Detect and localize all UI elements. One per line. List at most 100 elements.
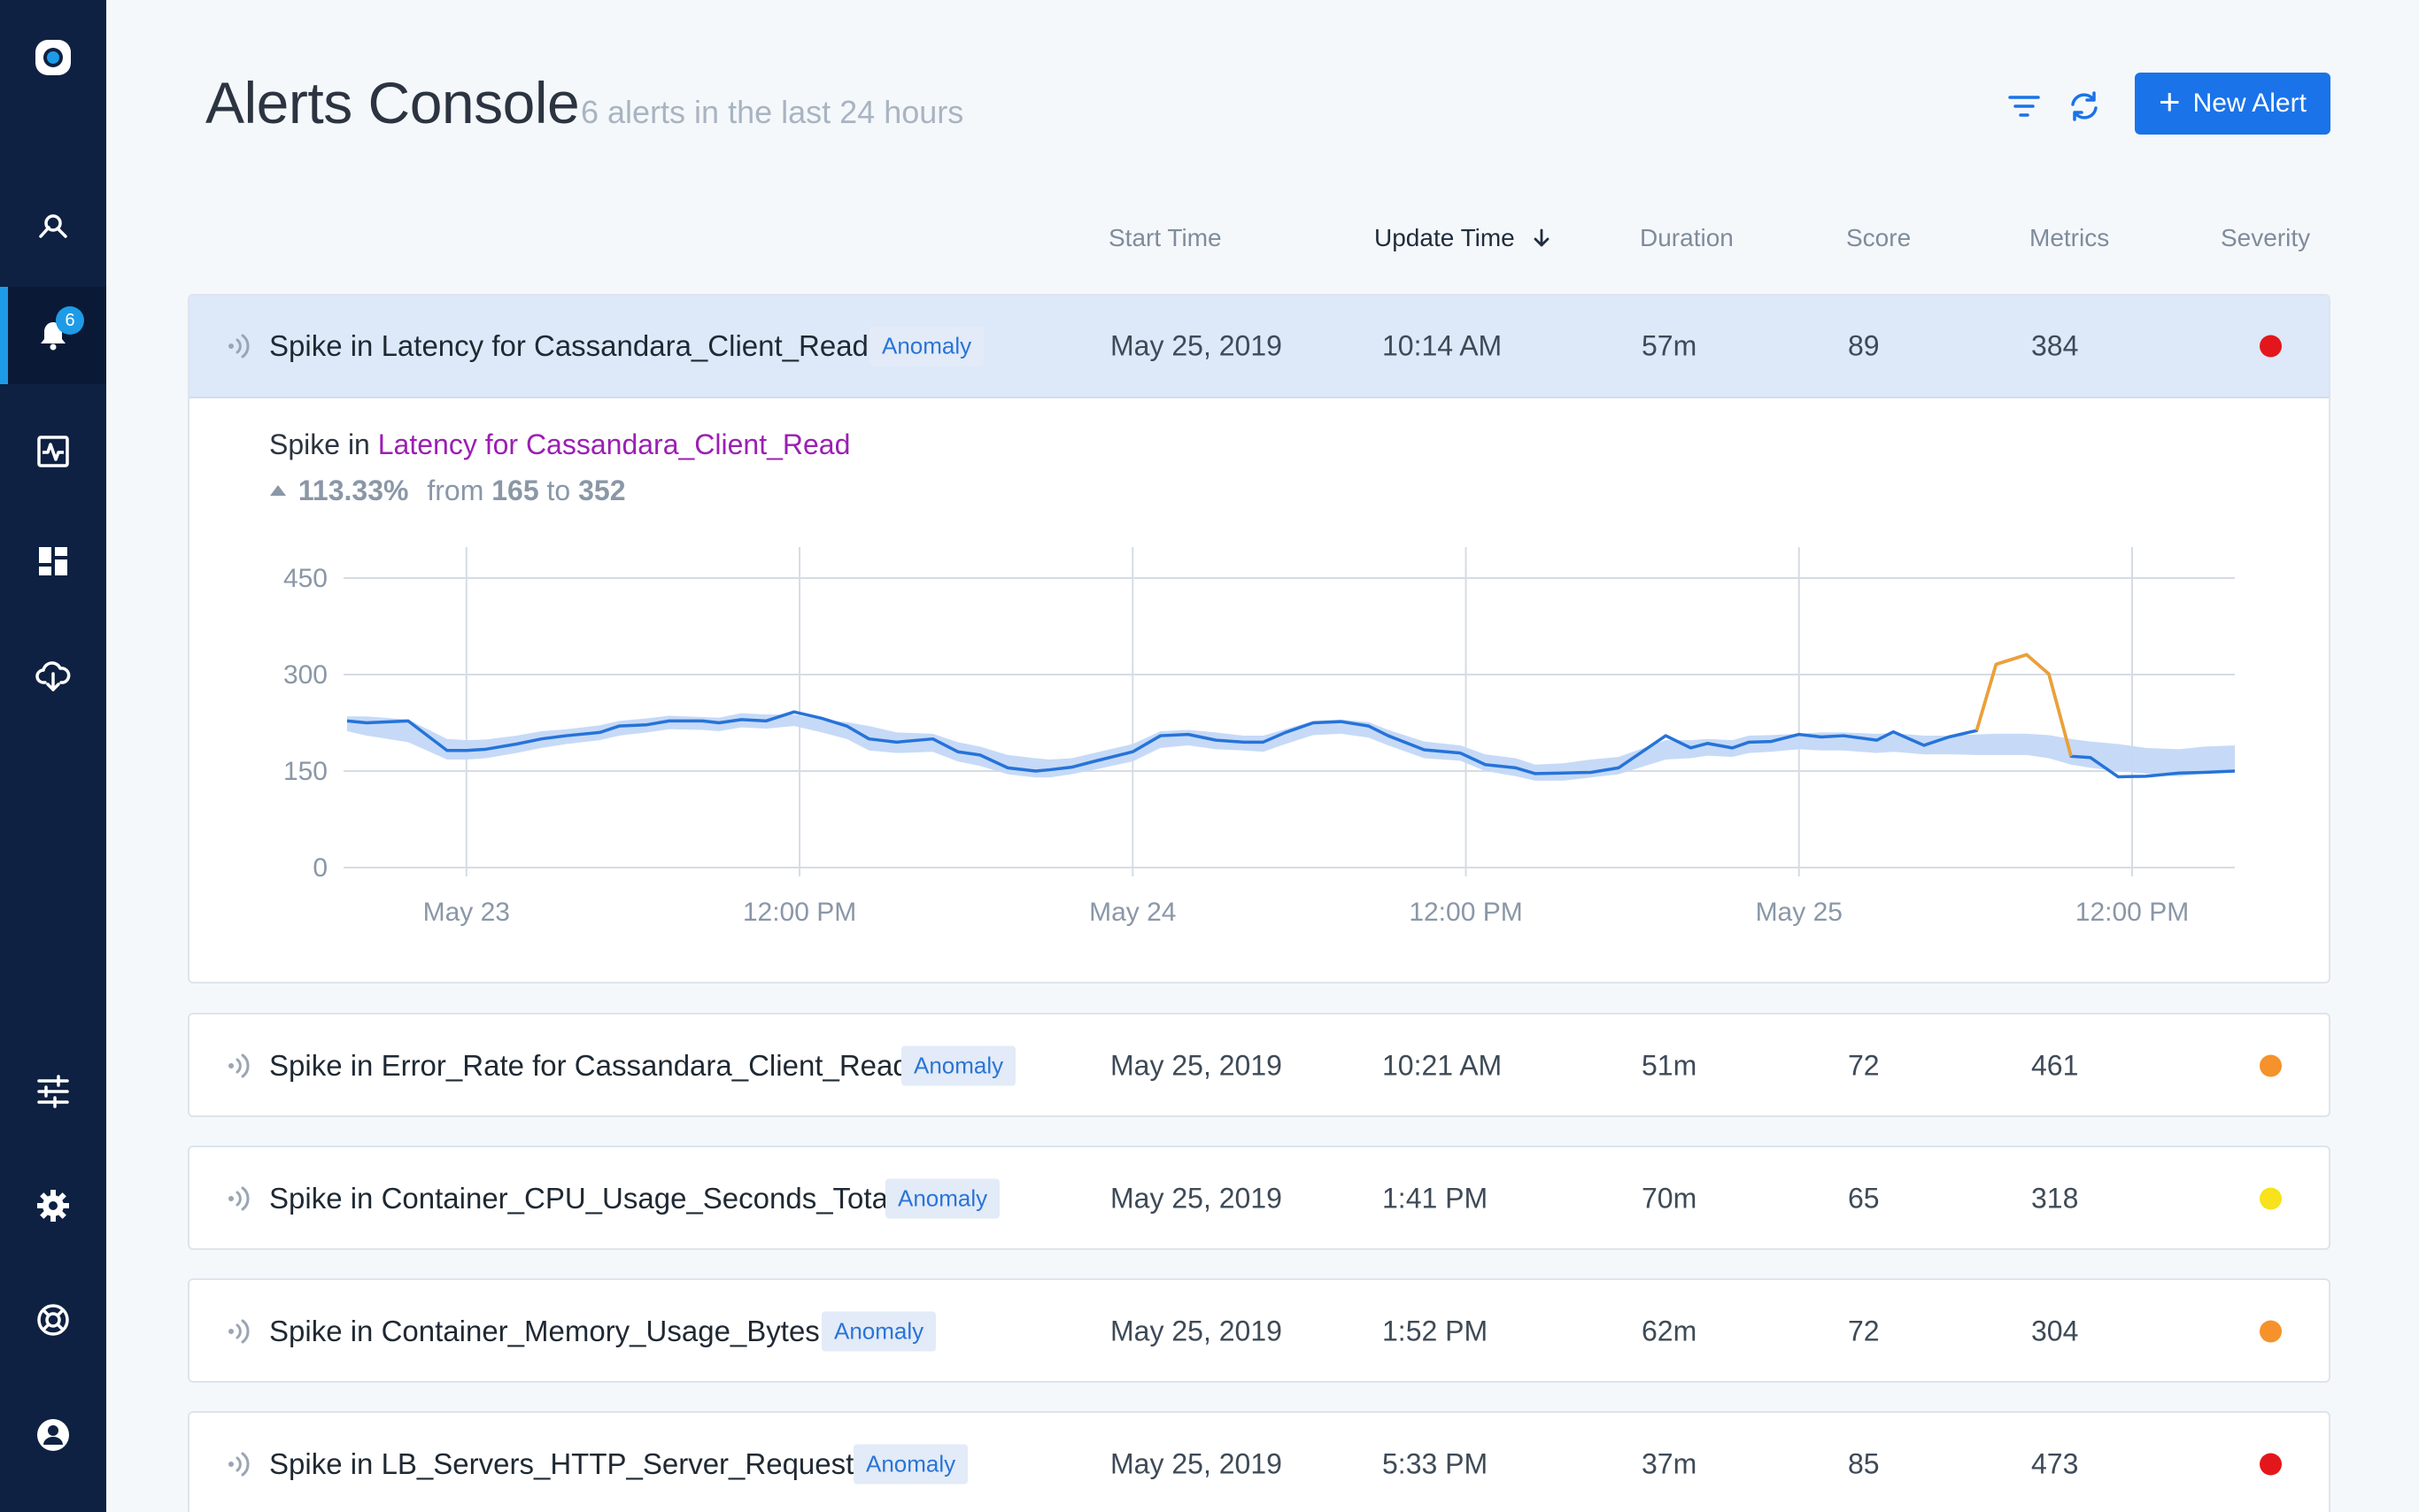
series-line-anomaly [1975,652,2073,757]
signal-icon [228,334,250,359]
alert-start: May 25, 2019 [1110,329,1282,362]
alert-title[interactable]: Spike in Latency for Cassandara_Client_R… [269,329,869,362]
new-alert-button[interactable]: + New Alert [2135,73,2330,135]
sliders-icon [37,1075,69,1108]
new-alert-label: New Alert [2192,89,2307,118]
nav-alerts[interactable]: 6 [0,287,106,384]
nav-activity[interactable] [0,403,106,500]
y-tick-label: 0 [313,853,328,883]
y-tick-label: 300 [283,660,328,690]
expected-range-band [347,713,2235,781]
alert-score: 72 [1848,1315,1880,1347]
column-start-time[interactable]: Start Time [1109,224,1222,251]
alert-score: 85 [1848,1447,1880,1480]
refresh-button[interactable] [2063,85,2106,127]
detail-metric-link[interactable]: Latency for Cassandara_Client_Read [377,428,851,460]
x-tick-label: May 25 [1756,898,1843,927]
column-update-time-label: Update Time [1374,224,1515,251]
refresh-icon [2071,91,2098,121]
sort-arrow-down-icon [1534,228,1549,247]
nav-data-sources[interactable] [0,627,106,724]
series-line-actual [346,652,2236,779]
triangle-up-icon [270,485,286,496]
alert-start: May 25, 2019 [1110,1315,1282,1347]
alert-title[interactable]: Spike in LB_Servers_HTTP_Server_Requests [269,1447,869,1480]
table-row[interactable]: Spike in Container_CPU_Usage_Seconds_Tot… [189,1147,2329,1250]
column-update-time[interactable]: Update Time [1374,224,1552,252]
filter-icon [2008,96,2040,117]
alert-update: 1:52 PM [1382,1315,1488,1347]
detail-prefix: Spike in [269,428,370,460]
detail-from-value: 165 [491,474,539,506]
filter-button[interactable] [2003,85,2045,127]
alert-duration: 51m [1642,1049,1697,1082]
alert-card: Spike in Container_Memory_Usage_Bytes An… [188,1278,2330,1383]
alert-type-tag: Anomaly [885,1178,1001,1219]
alert-metrics: 304 [2031,1315,2079,1347]
alert-title[interactable]: Spike in Error_Rate for Cassandara_Clien… [269,1049,909,1082]
y-tick-label: 450 [283,564,328,593]
table-row[interactable]: Spike in Container_Memory_Usage_Bytes An… [189,1280,2329,1383]
sidebar: 6 [0,0,106,1512]
table-row[interactable]: Spike in LB_Servers_HTTP_Server_Requests… [189,1413,2329,1512]
signal-icon [228,1053,250,1078]
alert-update: 5:33 PM [1382,1447,1488,1480]
nav-explore[interactable] [0,177,106,274]
alert-title[interactable]: Spike in Container_CPU_Usage_Seconds_Tot… [269,1182,895,1215]
nav-support[interactable] [0,1271,106,1369]
detail-pct: 113.33% [298,474,409,506]
alert-duration: 70m [1642,1182,1697,1215]
x-tick-label: May 23 [423,898,510,927]
severity-dot [2260,1453,2282,1476]
signal-icon [228,1319,250,1344]
alert-duration: 37m [1642,1447,1697,1480]
detail-from-word: from [427,474,484,506]
severity-dot [2260,1187,2282,1210]
alert-metrics: 461 [2031,1049,2079,1082]
y-tick-label: 150 [283,757,328,786]
table-row[interactable]: Spike in Error_Rate for Cassandara_Clien… [189,1014,2329,1117]
x-tick-label: 12:00 PM [743,898,856,927]
user-icon [37,1419,69,1451]
alert-score: 72 [1848,1049,1880,1082]
x-tick-label: May 24 [1089,898,1176,927]
alert-start: May 25, 2019 [1110,1447,1282,1480]
logo[interactable] [0,9,106,106]
signal-icon [228,1186,250,1211]
alert-card: Spike in Error_Rate for Cassandara_Clien… [188,1013,2330,1117]
alert-start: May 25, 2019 [1110,1049,1282,1082]
latency-chart: 0 150 300 450 May 23 12:00 PM May 24 12:00 PM Ma… [283,547,2236,927]
alert-score: 65 [1848,1182,1880,1215]
activity-icon [37,436,69,467]
severity-dot [2260,1320,2282,1343]
nav-settings-filters[interactable] [0,1043,106,1140]
alert-metrics: 318 [2031,1182,2079,1215]
alert-duration: 57m [1642,329,1697,362]
column-duration[interactable]: Duration [1640,224,1734,251]
column-severity[interactable]: Severity [2221,224,2311,251]
signal-icon [228,1452,250,1477]
alert-type-tag: Anomaly [854,1444,969,1485]
notification-count-badge: 6 [56,306,84,335]
support-icon [37,1304,69,1336]
x-tick-label: 12:00 PM [1409,898,1522,927]
logo-icon [35,40,71,75]
alert-card-expanded: Spike in Latency for Cassandara_Client_R… [188,294,2330,984]
page-subtitle: 6 alerts in the last 24 hours [581,94,964,130]
column-score[interactable]: Score [1846,224,1912,251]
explore-icon [39,214,67,238]
detail-to-value: 352 [578,474,626,506]
nav-profile[interactable] [0,1386,106,1484]
severity-dot [2260,1054,2282,1077]
alert-type-tag: Anomaly [869,326,985,366]
alert-start: May 25, 2019 [1110,1182,1282,1215]
table-row[interactable]: Spike in Latency for Cassandara_Client_R… [189,296,2329,398]
column-metrics[interactable]: Metrics [2029,224,2110,251]
nav-settings[interactable] [0,1157,106,1254]
alert-title[interactable]: Spike in Container_Memory_Usage_Bytes [269,1315,820,1347]
alert-update: 1:41 PM [1382,1182,1488,1215]
alert-update: 10:21 AM [1382,1049,1503,1082]
alert-metrics: 384 [2031,329,2079,362]
alert-score: 89 [1848,329,1880,362]
nav-dashboard[interactable] [0,513,106,610]
